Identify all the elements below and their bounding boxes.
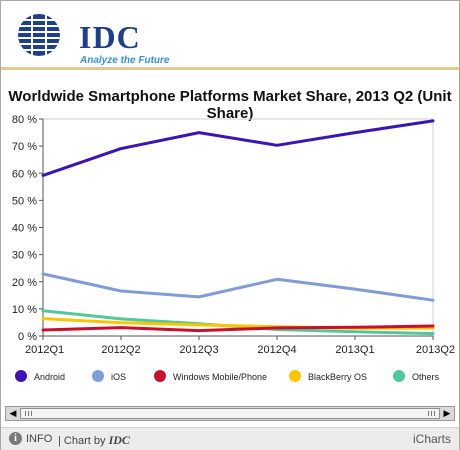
grip-line xyxy=(428,411,429,416)
footer-bar: i INFO | Chart by IDC iCharts xyxy=(1,427,459,450)
legend-marker xyxy=(92,370,104,382)
plot-area xyxy=(42,118,434,337)
chart-credit: | Chart by IDC xyxy=(58,433,130,448)
legend-marker xyxy=(154,370,166,382)
chart-title: Worldwide Smartphone Platforms Market Sh… xyxy=(8,88,452,122)
horizontal-scrollbar[interactable]: ◀ ▶ xyxy=(5,406,455,421)
chart-credit-prefix: | Chart by xyxy=(58,435,106,447)
idc-logo: IDC Analyze the Future xyxy=(13,11,183,66)
info-icon[interactable]: i xyxy=(9,432,22,445)
legend-marker xyxy=(15,370,27,382)
grip-line xyxy=(31,411,32,416)
y-tick-label: 70 % xyxy=(12,141,37,153)
y-tick-label: 30 % xyxy=(12,250,37,262)
y-tick-label: 60 % xyxy=(12,168,37,180)
y-tick-label: 10 % xyxy=(12,304,37,316)
grip-line xyxy=(25,411,26,416)
legend-label: iOS xyxy=(111,372,126,382)
header: IDC Analyze the Future xyxy=(1,1,459,67)
legend-label: BlackBerry OS xyxy=(308,372,367,382)
y-tick-label: 80 % xyxy=(12,114,37,126)
icharts-brand[interactable]: iCharts xyxy=(412,432,451,446)
globe-icon xyxy=(18,14,60,56)
legend-marker xyxy=(393,370,405,382)
logo-tagline: Analyze the Future xyxy=(80,55,170,66)
series-line-windows-mobile-phone xyxy=(41,324,435,333)
series-line-ios xyxy=(41,272,435,302)
series-line-android xyxy=(41,119,435,177)
grip-line xyxy=(434,411,435,416)
x-tick-label: 2013Q1 xyxy=(335,344,374,356)
legend-marker xyxy=(289,370,301,382)
y-tick-label: 40 % xyxy=(12,223,37,235)
y-tick-label: 20 % xyxy=(12,277,37,289)
legend-label: Windows Mobile/Phone xyxy=(173,372,267,382)
legend-label: Others xyxy=(412,372,440,382)
line-chart: 0 % 10 % 20 % 30 % 40 % 50 % 60 % 70 % 80 % 2012Q… xyxy=(12,114,455,382)
scroll-right-arrow-icon[interactable]: ▶ xyxy=(443,408,451,418)
x-tick-label: 2012Q1 xyxy=(25,344,64,356)
grip-line xyxy=(28,411,29,416)
x-tick-label: 2012Q4 xyxy=(257,344,296,356)
legend-label: Android xyxy=(34,372,65,382)
scroll-left-arrow-icon[interactable]: ◀ xyxy=(9,408,17,418)
x-tick-label: 2012Q2 xyxy=(101,344,140,356)
x-tick-label: 2012Q3 xyxy=(179,344,218,356)
x-tick-label: 2013Q2 xyxy=(416,344,455,356)
grip-line xyxy=(431,411,432,416)
logo-text: IDC xyxy=(79,19,141,55)
info-link[interactable]: INFO xyxy=(26,433,53,445)
chart-credit-brand: IDC xyxy=(108,433,130,447)
y-tick-label: 50 % xyxy=(12,195,37,207)
y-tick-label: 0 % xyxy=(18,331,37,343)
scroll-thumb[interactable] xyxy=(20,408,440,419)
header-divider xyxy=(1,67,459,70)
